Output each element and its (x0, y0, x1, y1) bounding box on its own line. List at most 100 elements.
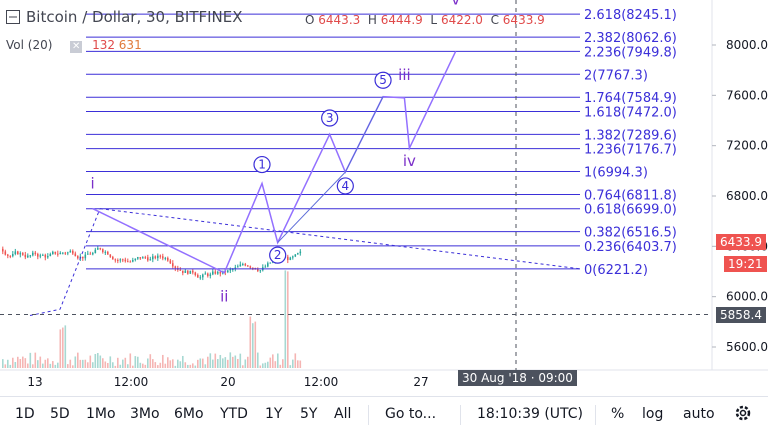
candle-body (189, 270, 192, 274)
volume-bar (157, 365, 159, 368)
volume-bar (84, 359, 87, 368)
candle-body (299, 251, 302, 254)
candle-body (104, 251, 107, 253)
collapse-icon[interactable] (6, 10, 20, 28)
range-ytd-button[interactable]: YTD (220, 406, 248, 422)
volume-bar (229, 352, 232, 368)
bottom-toolbar: 1D 5D 1Mo 3Mo 6Mo YTD 1Y 5Y All Go to...… (0, 396, 768, 433)
volume-bar (249, 316, 252, 368)
candle-body (109, 254, 112, 257)
volume-bar (14, 362, 17, 368)
candle-body (162, 256, 164, 259)
range-1mo-button[interactable]: 1Mo (86, 406, 116, 422)
candle-body (184, 270, 187, 273)
volume-bar (272, 354, 274, 368)
auto-scale-toggle[interactable]: auto (683, 406, 715, 422)
candle-body (294, 254, 297, 257)
wave-label-circle (321, 109, 339, 127)
volume-bar (24, 358, 27, 368)
candle-body (29, 255, 32, 257)
candle-body (174, 266, 177, 269)
range-6mo-button[interactable]: 6Mo (174, 406, 204, 422)
candle-body (99, 248, 102, 250)
candle-body (214, 271, 217, 274)
candle-body (149, 259, 152, 261)
volume-bar (247, 356, 249, 368)
candle-body (249, 266, 252, 268)
range-5d-button[interactable]: 5D (50, 406, 70, 422)
candle-body (94, 249, 97, 254)
volume-bar (172, 359, 174, 368)
candle-body (119, 259, 122, 261)
volume-bar (119, 364, 122, 368)
volume-bar (19, 359, 22, 368)
log-scale-toggle[interactable]: log (642, 406, 664, 422)
candle-body (129, 261, 132, 263)
volume-bar (187, 364, 189, 368)
volume-bar (104, 361, 107, 368)
candle-body (242, 264, 244, 266)
volume-bar (64, 325, 67, 368)
utc-clock[interactable]: 18:10:39 (UTC) (477, 406, 584, 422)
fib-level-label: 1.382(7289.6) (584, 128, 677, 143)
volume-bar (184, 362, 187, 368)
wave-label: iv (403, 152, 416, 170)
trend-line-dashed (99, 208, 581, 270)
candle-body (22, 253, 24, 255)
y-tick-label: 7200.0 (726, 139, 768, 153)
candle-body (219, 271, 222, 274)
y-tick-label: 6800.0 (726, 189, 768, 203)
candle-body (27, 255, 29, 258)
fib-level-label: 0.764(6811.8) (584, 189, 677, 204)
candle-body (42, 254, 44, 256)
volume-bar (277, 353, 279, 368)
volume-bar (137, 356, 139, 368)
volume-bar (232, 356, 234, 368)
range-3mo-button[interactable]: 3Mo (130, 406, 160, 422)
candle-body (114, 259, 117, 261)
candle-body (287, 256, 289, 260)
symbol-title[interactable]: Bitcoin / Dollar, 30, BITFINEX (26, 8, 243, 26)
range-5y-button[interactable]: 5Y (300, 406, 318, 422)
volume-bar (174, 365, 177, 368)
trend-line-dashed (29, 208, 101, 317)
fib-level-label: 2.236(7949.8) (584, 45, 677, 60)
candle-body (67, 252, 69, 254)
volume-bar (234, 355, 237, 368)
volume-bar (67, 364, 69, 368)
candle-body (97, 248, 99, 250)
volume-bar (282, 359, 284, 368)
percent-scale-toggle[interactable]: % (611, 406, 625, 422)
candle-body (87, 253, 89, 255)
candle-body (134, 258, 137, 260)
hide-volume-icon[interactable]: ✕ (70, 41, 83, 53)
candle-body (244, 264, 247, 266)
volume-bar (299, 360, 302, 368)
settings-gear-icon[interactable] (733, 403, 753, 427)
range-all-button[interactable]: All (334, 406, 352, 422)
candle-body (107, 251, 109, 255)
price-chart[interactable]: 5600.06000.06400.06800.07200.07600.08000… (0, 0, 768, 396)
go-to-button[interactable]: Go to... (385, 406, 437, 422)
candle-body (154, 256, 157, 259)
volume-bar (179, 361, 182, 368)
toolbar-divider (460, 405, 461, 425)
wave-label-circle (253, 155, 271, 174)
volume-bar (9, 364, 12, 368)
volume-bar (154, 362, 157, 368)
range-1d-button[interactable]: 1D (15, 406, 35, 422)
wave-label-circle (269, 246, 287, 264)
range-1y-button[interactable]: 1Y (265, 406, 283, 422)
candle-body (77, 256, 79, 259)
volume-bar (239, 353, 242, 368)
volume-bar (189, 364, 192, 368)
volume-bar (52, 361, 54, 368)
volume-bar (254, 321, 257, 368)
volume-bar (122, 359, 124, 368)
volume-bar (47, 358, 49, 368)
wave-label-circle (374, 71, 392, 89)
candle-body (199, 277, 202, 279)
volume-bar (224, 357, 227, 368)
candle-body (132, 259, 134, 262)
candle-body (212, 271, 214, 275)
